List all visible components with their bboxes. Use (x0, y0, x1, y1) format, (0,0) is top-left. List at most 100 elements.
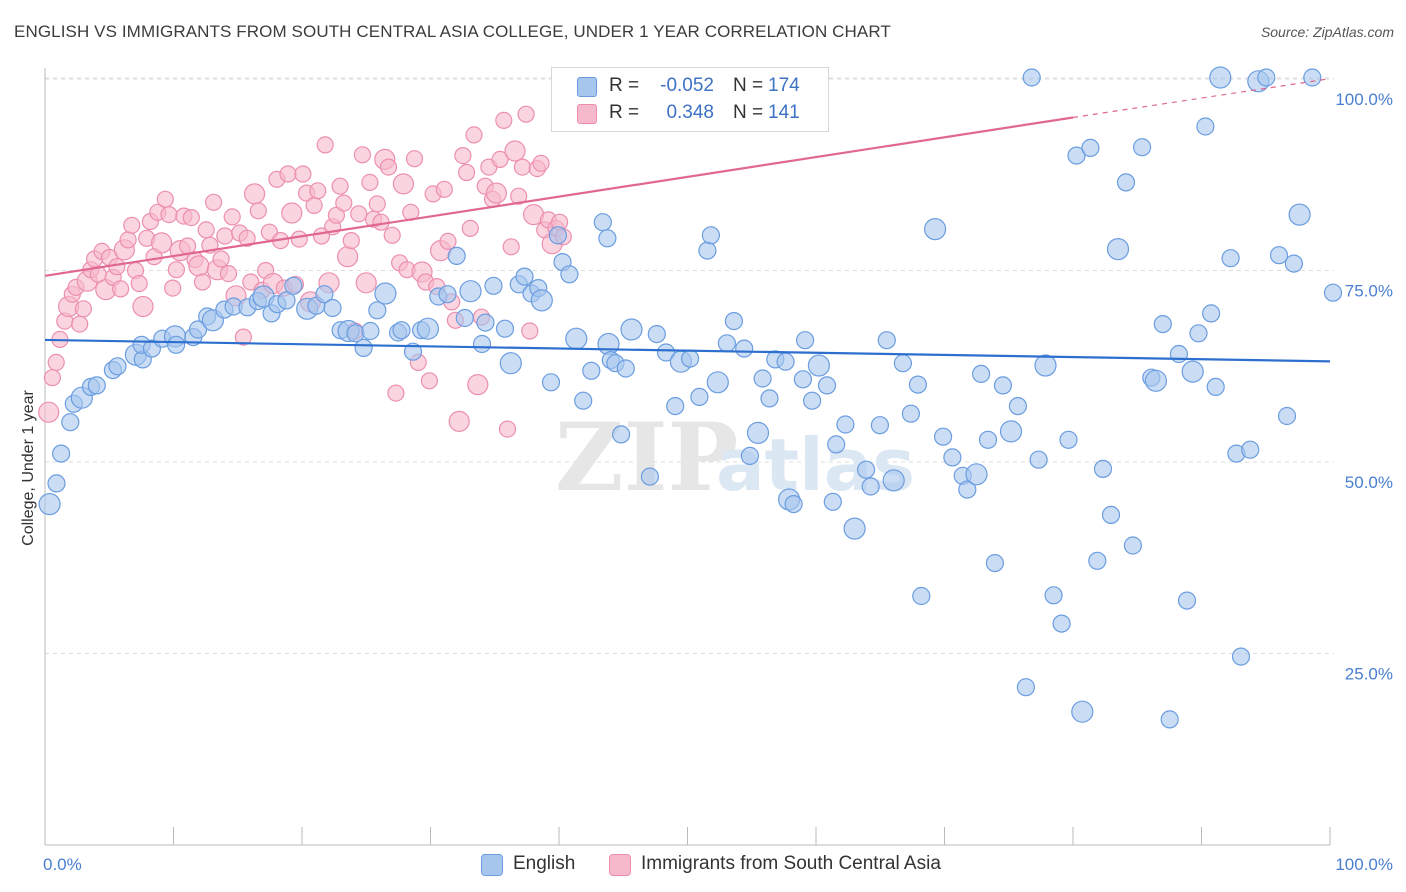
english-point (416, 317, 439, 340)
english-point (495, 319, 515, 338)
immigrants-point (223, 208, 241, 226)
immigrants-point (160, 206, 178, 224)
immigrants-point (368, 195, 386, 213)
english-point (1153, 315, 1172, 334)
n-label: N = (733, 75, 764, 96)
immigrants-point (335, 194, 353, 212)
english-point (403, 342, 423, 361)
immigrants-point (305, 196, 323, 214)
english-point (582, 361, 601, 380)
english-point (1044, 586, 1063, 605)
english-point (923, 218, 947, 241)
y-tick-label: 100.0% (1335, 90, 1393, 109)
immigrants-point (454, 147, 472, 165)
english-trend-line (44, 338, 1331, 363)
english-point (1323, 283, 1343, 302)
english-point (438, 285, 457, 304)
immigrants-point (212, 250, 230, 268)
immigrants-point (448, 410, 470, 432)
immigrants-point (167, 261, 185, 279)
english-point (1241, 440, 1260, 459)
english-point (908, 375, 928, 394)
n-label: N = (733, 102, 764, 123)
english-point (784, 495, 803, 514)
english-point (565, 327, 588, 350)
english-point (1201, 304, 1221, 323)
r-label: R = (609, 102, 640, 123)
english-point (993, 376, 1013, 395)
immigrants-point (521, 322, 539, 340)
english-point (680, 349, 700, 368)
immigrants-point (517, 105, 535, 123)
english-point (1123, 536, 1143, 555)
immigrants-point (405, 150, 424, 168)
immigrants-point (119, 231, 137, 249)
english-point (459, 280, 482, 303)
english-point (753, 369, 772, 388)
english-point (515, 267, 534, 286)
english-point (455, 308, 474, 328)
english-point (1206, 377, 1225, 396)
svg-text:atlas: atlas (716, 423, 915, 507)
immigrants-point (249, 202, 267, 220)
immigrants-point (151, 232, 173, 254)
immigrants-point (465, 126, 483, 144)
immigrants-point (485, 182, 507, 204)
english-point (616, 359, 635, 378)
english-point (640, 467, 660, 486)
legend: English Immigrants from South Central As… (0, 852, 1406, 878)
immigrants-point (461, 219, 479, 237)
english-point (893, 354, 913, 373)
english-point (836, 415, 855, 434)
english-point (87, 376, 106, 395)
immigrants-point (193, 273, 212, 291)
immigrants-point (498, 420, 517, 438)
gridlines (45, 77, 1334, 654)
english-point (823, 492, 842, 511)
english-point (1071, 700, 1094, 723)
english-point (740, 446, 760, 465)
english-point (1116, 173, 1136, 192)
immigrants-point (495, 111, 513, 130)
english-point (760, 389, 779, 408)
immigrants-swatch (577, 104, 597, 124)
immigrants-point (491, 150, 509, 168)
english-point (354, 338, 373, 357)
english-point (666, 397, 685, 416)
english-point (656, 343, 676, 362)
english-point (611, 425, 631, 444)
english-swatch (577, 77, 597, 97)
english-point (598, 229, 617, 248)
english-point (1177, 591, 1197, 610)
immigrants-point (205, 193, 223, 211)
english-point (1181, 360, 1204, 383)
immigrants-point (331, 177, 349, 195)
immigrants-point (197, 221, 215, 239)
y-tick-label: 25.0% (1345, 665, 1393, 684)
immigrants-point (279, 165, 297, 183)
immigrants-point (43, 369, 62, 387)
immigrants-point (216, 227, 234, 245)
immigrants-point (281, 202, 303, 224)
immigrants-point (294, 165, 312, 183)
english-point (472, 334, 492, 354)
english-point (882, 469, 905, 492)
english-point (368, 301, 387, 320)
immigrants-point (244, 183, 266, 205)
english-point (1189, 324, 1208, 343)
axes (44, 68, 1331, 846)
immigrants-point (513, 158, 532, 176)
english-point (776, 352, 795, 371)
english-point (51, 444, 71, 463)
english-point (541, 373, 561, 392)
english-point (1081, 138, 1100, 157)
immigrants-point (342, 232, 360, 250)
english-point (47, 474, 66, 493)
watermark: ZIP atlas (555, 403, 915, 513)
english-point (1196, 117, 1215, 136)
english-point (746, 421, 770, 444)
immigrants-point (510, 187, 528, 205)
immigrants-point (316, 136, 334, 154)
immigrants-point (439, 232, 457, 250)
english-point (807, 354, 831, 377)
